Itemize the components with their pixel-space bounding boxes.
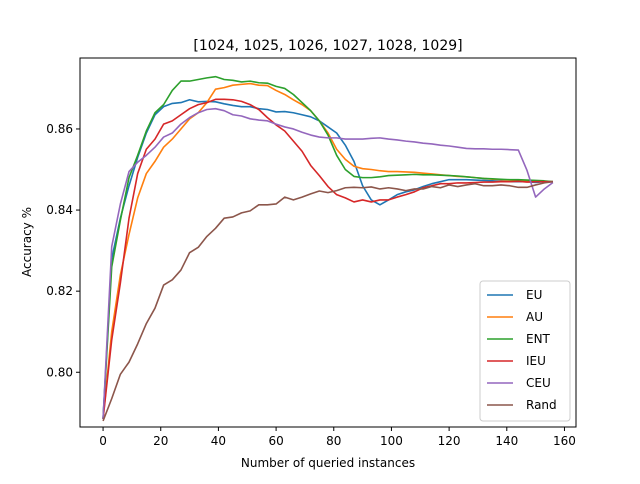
legend-label-rand: Rand: [526, 398, 557, 412]
legend: EU AU ENT IEU CEU Rand: [479, 280, 571, 422]
legend-label-eu: EU: [526, 288, 542, 302]
legend-label-au: AU: [526, 310, 543, 324]
legend-box: [479, 280, 571, 422]
legend-label-ieu: IEU: [526, 354, 546, 368]
x-tick-label: 160: [553, 434, 576, 448]
y-axis-label: Accuracy %: [20, 207, 34, 277]
x-tick-label: 60: [268, 434, 283, 448]
legend-label-ceu: CEU: [526, 376, 551, 390]
y-tick-label: 0.80: [46, 365, 73, 379]
x-tick-label: 140: [495, 434, 518, 448]
plot-frame: [79, 57, 577, 428]
y-tick-label: 0.82: [46, 284, 73, 298]
legend-label-ent: ENT: [526, 332, 551, 346]
x-tick-label: 0: [99, 434, 107, 448]
x-tick-label: 20: [153, 434, 168, 448]
x-tick-label: 120: [438, 434, 461, 448]
y-axis: 0.80 0.82 0.84 0.86: [46, 122, 80, 379]
x-tick-label: 80: [326, 434, 341, 448]
series-line-ieu: [102, 98, 553, 419]
plot-lines: [102, 75, 554, 422]
series-line-ceu: [102, 107, 554, 419]
x-tick-label: 40: [211, 434, 226, 448]
chart-title: [1024, 1025, 1026, 1027, 1028, 1029]: [193, 38, 462, 54]
series-line-ent: [102, 75, 554, 419]
series-line-eu: [102, 98, 553, 419]
y-tick-label: 0.84: [46, 203, 73, 217]
x-axis: 0 20 40 60 80 100 120 140 160: [99, 427, 576, 448]
y-tick-label: 0.86: [46, 122, 73, 136]
series-line-rand: [102, 180, 554, 422]
x-axis-label: Number of queried instances: [241, 456, 415, 470]
x-tick-label: 100: [380, 434, 403, 448]
